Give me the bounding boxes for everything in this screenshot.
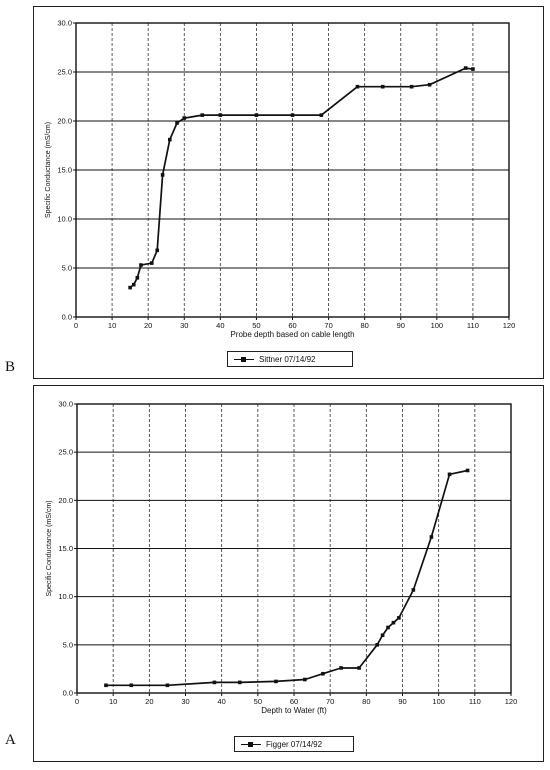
chart-a-data-point-11 xyxy=(380,633,385,637)
legend-swatch-b xyxy=(234,355,254,364)
chart-a-xtick-label-0: 0 xyxy=(75,697,79,706)
chart-a-ytick-label-0: 0.0 xyxy=(63,689,73,698)
chart-b-ytick-label-3: 15.0 xyxy=(57,166,72,175)
chart-a-x-axis-label: Depth to Water (ft) xyxy=(261,706,327,715)
legend-swatch-a xyxy=(241,740,261,749)
chart-a-xtick-label-3: 30 xyxy=(181,697,189,706)
chart-b-xtick-label-5: 50 xyxy=(252,321,260,330)
chart-a-xtick-label-11: 110 xyxy=(469,697,481,706)
chart-a-series-line-0 xyxy=(105,469,468,687)
chart-b-data-point-7 xyxy=(168,137,172,142)
chart-a-ytick-label-4: 20.0 xyxy=(58,496,73,505)
chart-a-data-point-14 xyxy=(397,616,401,620)
chart-b-ytick-label-6: 30.0 xyxy=(57,19,72,28)
chart-a-data-point-10 xyxy=(375,643,379,647)
chart-a-ytick-label-1: 5.0 xyxy=(63,640,73,649)
chart-b-data-point-3 xyxy=(139,263,143,267)
chart-b-data-point-16 xyxy=(380,84,385,89)
chart-b-data-point-13 xyxy=(290,113,295,117)
chart-a-data-point-17 xyxy=(447,472,452,477)
chart-b-xtick-label-8: 80 xyxy=(360,321,368,330)
chart-b-data-point-9 xyxy=(182,116,187,120)
panel-letter-b: B xyxy=(5,359,16,375)
chart-b-series-line-0 xyxy=(129,67,474,289)
chart-a-xtick-label-10: 100 xyxy=(432,697,445,706)
chart-b-y-axis-label: Specific Conductance (mS/cm) xyxy=(45,122,52,218)
chart-b-data-point-1 xyxy=(131,282,136,287)
chart-b-xtick-label-12: 120 xyxy=(503,321,516,330)
chart-a-svg: 0 10 20 30 40 50 60 70 80 90 100 110 120 0.0 5.0 10.0 15… xyxy=(46,400,518,716)
chart-b-ytick-label-5: 25.0 xyxy=(57,68,72,77)
chart-b-xtick-label-10: 100 xyxy=(431,321,444,330)
chart-b-ytick-label-2: 10.0 xyxy=(57,215,72,224)
chart-a-xtick-label-4: 40 xyxy=(217,697,225,706)
chart-a-ytick-label-6: 30.0 xyxy=(58,400,73,409)
chart-b-xtick-label-4: 40 xyxy=(216,321,224,330)
chart-panel-b: 0 10 20 30 40 50 60 70 80 90 100 110 120 0.0 5.0 10.0 15… xyxy=(33,6,544,379)
chart-b-xtick-label-6: 60 xyxy=(288,321,296,330)
panel-letter-a: A xyxy=(5,732,16,748)
chart-a-xtick-label-2: 20 xyxy=(145,697,153,706)
chart-b-x-axis-label: Probe depth based on cable length xyxy=(230,330,354,339)
chart-b-data-point-6 xyxy=(160,173,165,177)
chart-b-data-point-12 xyxy=(254,113,259,117)
chart-b-data-point-11 xyxy=(218,113,223,117)
chart-a-xtick-label-5: 50 xyxy=(254,697,262,706)
chart-b-data-point-14 xyxy=(319,113,324,117)
chart-b-data-point-10 xyxy=(200,113,205,117)
chart-a-data-point-1 xyxy=(129,683,134,688)
chart-a-xtick-label-12: 120 xyxy=(505,697,518,706)
chart-a-data-point-2 xyxy=(165,683,170,688)
chart-a-data-point-0 xyxy=(104,683,108,688)
legend-b: Sittner 07/14/92 xyxy=(227,351,353,367)
legend-label-b: Sittner 07/14/92 xyxy=(259,354,316,364)
chart-a-data-point-9 xyxy=(357,666,361,670)
chart-a-data-point-6 xyxy=(303,677,307,682)
chart-b-data-point-5 xyxy=(155,248,159,253)
chart-b-data-point-15 xyxy=(355,84,360,89)
chart-b-data-point-19 xyxy=(463,66,468,70)
chart-a-y-axis-label: Specific Conductance (mS/cm) xyxy=(46,500,53,596)
chart-a-xtick-label-9: 90 xyxy=(398,697,406,706)
chart-b-xtick-label-1: 10 xyxy=(108,321,116,330)
chart-a-data-point-16 xyxy=(429,535,434,539)
chart-b-data-point-8 xyxy=(175,121,179,125)
chart-a-data-point-7 xyxy=(321,671,325,676)
chart-a-data-point-3 xyxy=(212,680,217,685)
chart-b-data-point-17 xyxy=(409,84,414,89)
chart-a-data-point-4 xyxy=(237,680,242,685)
legend-a: Figger 07/14/92 xyxy=(234,736,354,752)
chart-b-xtick-label-11: 110 xyxy=(467,321,479,330)
chart-b-ytick-label-0: 0.0 xyxy=(62,313,72,322)
chart-b-ytick-label-4: 20.0 xyxy=(57,117,72,126)
chart-a-data-point-13 xyxy=(391,620,396,625)
chart-b-svg: 0 10 20 30 40 50 60 70 80 90 100 110 120 0.0 5.0 10.0 15… xyxy=(45,19,516,340)
chart-a-xtick-label-8: 80 xyxy=(362,697,370,706)
chart-b-ytick-label-1: 5.0 xyxy=(62,264,72,273)
chart-b-data-point-2 xyxy=(135,276,140,280)
chart-a-data-point-12 xyxy=(386,625,390,630)
chart-a-xtick-label-7: 70 xyxy=(326,697,334,706)
chart-a-xtick-label-6: 60 xyxy=(290,697,298,706)
chart-a-data-point-18 xyxy=(465,468,470,473)
chart-a-ytick-label-3: 15.0 xyxy=(58,544,73,553)
legend-label-a: Figger 07/14/92 xyxy=(266,739,323,749)
chart-b-data-point-18 xyxy=(427,82,432,87)
chart-b-xtick-label-0: 0 xyxy=(74,321,78,330)
chart-a-data-point-15 xyxy=(411,588,416,592)
chart-b-xtick-label-3: 30 xyxy=(180,321,188,330)
chart-b-xtick-label-2: 20 xyxy=(144,321,152,330)
chart-a-data-point-5 xyxy=(274,679,278,684)
chart-panel-a: 0 10 20 30 40 50 60 70 80 90 100 110 120 0.0 5.0 10.0 15… xyxy=(33,385,544,762)
chart-b-data-point-0 xyxy=(128,285,132,290)
chart-a-data-point-8 xyxy=(339,666,343,670)
chart-b-xtick-label-9: 90 xyxy=(397,321,405,330)
chart-b-data-point-20 xyxy=(471,67,475,71)
chart-a-ytick-label-2: 10.0 xyxy=(58,592,73,601)
chart-a-xtick-label-1: 10 xyxy=(109,697,117,706)
chart-b-data-point-4 xyxy=(149,261,154,265)
chart-b-xtick-label-7: 70 xyxy=(324,321,332,330)
chart-a-ytick-label-5: 25.0 xyxy=(58,448,73,457)
